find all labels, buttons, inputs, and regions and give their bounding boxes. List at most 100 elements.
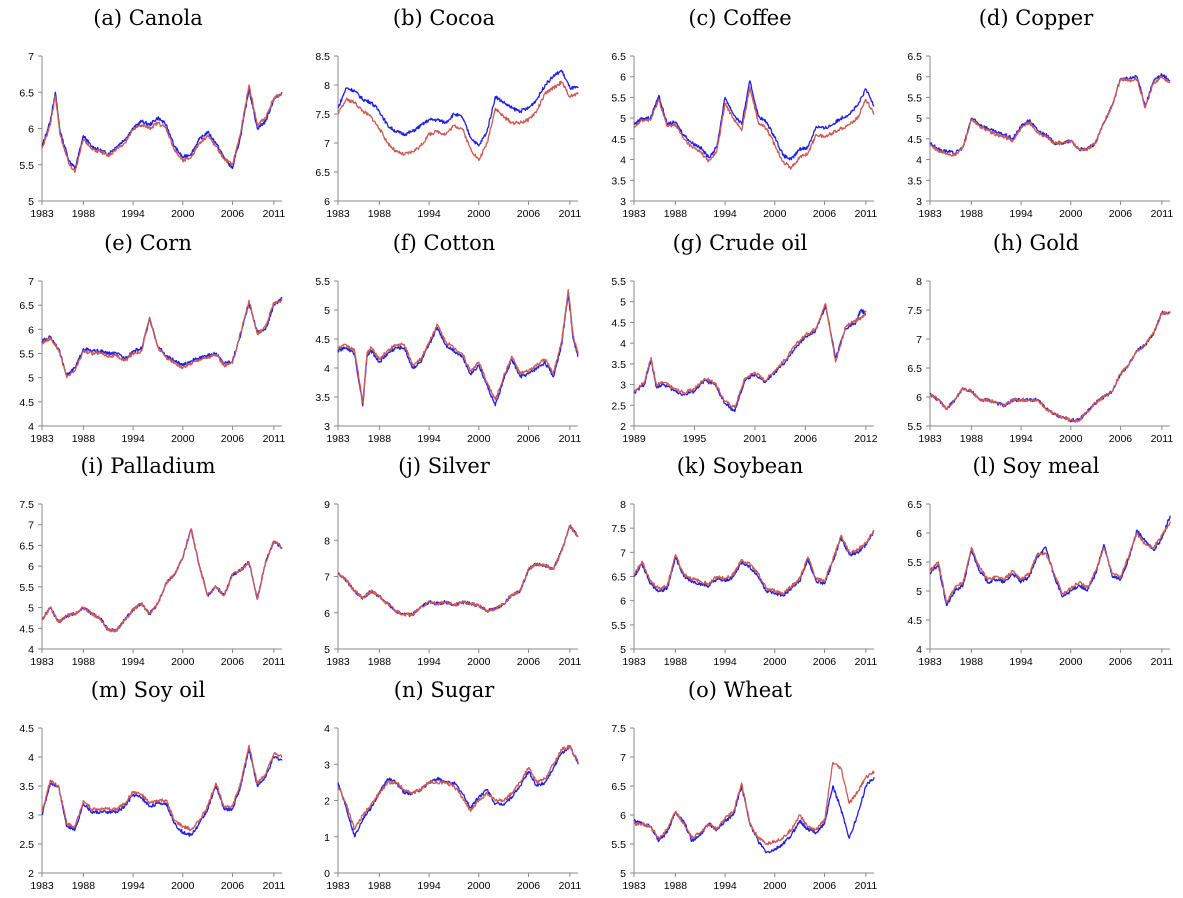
y-tick-label: 5: [28, 196, 34, 208]
y-tick-label: 4.5: [19, 397, 34, 409]
y-tick-label: 8: [620, 499, 626, 511]
y-tick-label: 6.5: [611, 51, 626, 63]
y-tick-label: 5: [620, 644, 626, 656]
x-tick-label: 1994: [713, 880, 737, 892]
series-line-blue: [633, 80, 875, 161]
series-line-blue: [337, 524, 579, 617]
x-tick-label: 1994: [121, 208, 145, 220]
x-tick-label: 2006: [813, 208, 837, 220]
chart-panel: (f) Cotton 3 3.5 4 4.5 5 5.5 1983 1988 1994 2000 20…: [296, 225, 592, 449]
y-tick-label: 8: [324, 535, 330, 547]
x-tick-label: 1994: [417, 880, 441, 892]
y-tick-label: 7: [28, 276, 34, 288]
x-tick-label: 2000: [171, 656, 195, 668]
chart-title: (n) Sugar: [393, 678, 495, 702]
y-tick-label: 6.5: [315, 167, 330, 179]
x-tick-label: 1983: [30, 208, 54, 220]
chart-panel: (l) Soy meal 4 4.5 5 5.5 6 6.5 1983 1988 1994 2000…: [888, 448, 1183, 672]
y-tick-label: 7.5: [19, 499, 34, 511]
x-tick-label: 2001: [743, 433, 767, 445]
chart-panel: (m) Soy oil 2 2.5 3 3.5 4 4.5 1983 1988 1994 2000 2…: [0, 672, 296, 896]
y-tick-label: 7.5: [611, 723, 626, 735]
line-chart: 4 4.5 5 5.5 6 6.5 1983 1988 1994 2000 2006 2011: [907, 499, 1174, 668]
chart-title: (j) Silver: [398, 454, 490, 478]
chart-title: (k) Soybean: [676, 454, 804, 478]
x-tick-label: 2012: [854, 433, 878, 445]
series-line-blue: [929, 515, 1171, 607]
y-tick-label: 4.5: [907, 134, 922, 146]
y-tick-label: 3.5: [907, 175, 922, 187]
y-tick-label: 7: [28, 520, 34, 532]
x-tick-label: 2006: [517, 880, 541, 892]
y-tick-label: 6: [28, 561, 34, 573]
line-chart: 5 5.5 6 6.5 7 7.5 8 1983 1988 1994 2000 2006 2011: [611, 499, 877, 668]
x-tick-label: 1983: [622, 208, 646, 220]
x-tick-label: 1988: [664, 208, 688, 220]
y-tick-label: 4.5: [19, 623, 34, 635]
x-tick-label: 2011: [1151, 208, 1174, 220]
x-tick-label: 2011: [559, 880, 582, 892]
x-tick-label: 2006: [517, 656, 541, 668]
series-line-red: [633, 762, 875, 846]
y-tick-label: 7: [620, 547, 626, 559]
y-tick-label: 4: [620, 155, 626, 167]
series-line-red: [633, 529, 875, 595]
y-tick-label: 7: [916, 334, 922, 346]
y-tick-label: 5.5: [611, 620, 626, 632]
x-tick-label: 1983: [918, 208, 942, 220]
series-line-blue: [41, 528, 283, 633]
y-tick-label: 6.5: [611, 781, 626, 793]
y-tick-label: 6.5: [907, 363, 922, 375]
y-tick-label: 5.5: [19, 349, 34, 361]
y-tick-label: 5: [620, 297, 626, 309]
y-tick-label: 3: [324, 759, 330, 771]
x-tick-label: 1983: [918, 656, 942, 668]
x-tick-label: 1994: [121, 656, 145, 668]
chart-title: (o) Wheat: [687, 678, 793, 702]
x-tick-label: 2006: [794, 433, 818, 445]
x-tick-label: 2006: [1109, 433, 1133, 445]
y-tick-label: 7.5: [611, 523, 626, 535]
x-tick-label: 2000: [171, 880, 195, 892]
x-tick-label: 1988: [368, 433, 392, 445]
x-tick-label: 1983: [326, 208, 350, 220]
chart-title: (d) Copper: [978, 6, 1094, 30]
y-tick-label: 4: [916, 155, 922, 167]
x-tick-label: 1988: [664, 656, 688, 668]
chart-panel: (o) Wheat 5 5.5 6 6.5 7 7.5 1983 1988 1994 2000 200…: [592, 672, 888, 896]
x-tick-label: 2006: [221, 208, 245, 220]
x-tick-label: 1989: [622, 433, 646, 445]
x-tick-label: 2000: [171, 433, 195, 445]
y-tick-label: 3.5: [315, 392, 330, 404]
x-tick-label: 2000: [467, 208, 491, 220]
y-tick-label: 6: [28, 324, 34, 336]
series-line-red: [337, 289, 579, 404]
x-tick-label: 2000: [171, 208, 195, 220]
y-tick-label: 7: [324, 138, 330, 150]
line-chart: 2 2.5 3 3.5 4 4.5 5 5.5 1989 1995 2001 2006 2012: [611, 276, 878, 445]
y-tick-label: 6: [28, 124, 34, 136]
series-line-red: [337, 744, 579, 831]
y-tick-label: 4: [324, 363, 330, 375]
y-tick-label: 4: [324, 723, 330, 735]
chart-title: (m) Soy oil: [90, 678, 206, 702]
y-tick-label: 6: [620, 810, 626, 822]
y-tick-label: 6.5: [611, 572, 626, 584]
x-tick-label: 1994: [121, 880, 145, 892]
series-line-red: [633, 86, 875, 170]
y-tick-label: 3: [620, 380, 626, 392]
x-tick-label: 2011: [1151, 656, 1174, 668]
y-tick-label: 7.5: [907, 305, 922, 317]
x-tick-label: 1988: [72, 656, 96, 668]
x-tick-label: 1983: [622, 880, 646, 892]
y-tick-label: 5.5: [907, 92, 922, 104]
y-tick-label: 6.5: [907, 499, 922, 511]
line-chart: 3 3.5 4 4.5 5 5.5 1983 1988 1994 2000 2006 2011: [315, 276, 581, 445]
x-tick-label: 1994: [713, 656, 737, 668]
series-line-blue: [633, 305, 867, 413]
y-tick-label: 4.5: [611, 134, 626, 146]
x-tick-label: 2000: [467, 656, 491, 668]
series-line-red: [929, 75, 1171, 157]
y-tick-label: 0: [324, 868, 330, 880]
x-tick-label: 2006: [221, 433, 245, 445]
